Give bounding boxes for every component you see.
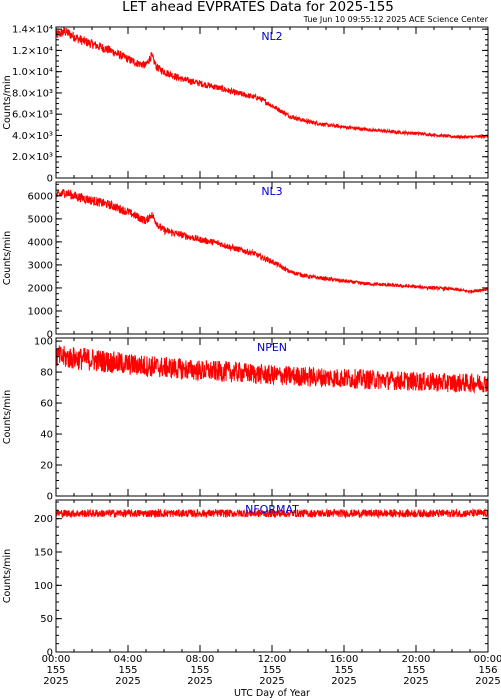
y-tick-label: 6000: [28, 191, 53, 202]
x-tick-label: 20:00: [402, 654, 431, 665]
y-axis-title: Counts/min: [2, 390, 13, 444]
y-tick-label: 0: [47, 174, 53, 185]
x-tick-label: 08:00: [186, 654, 215, 665]
panel-label: NL3: [261, 185, 282, 198]
y-axis-title: Counts/min: [2, 549, 13, 603]
y-tick-label: 50: [40, 614, 53, 625]
chart-panels: 0 2.0×10³ 4.0×10³ 6.0×10³ 8.0×10³ 1.0×10⁴ 1.2×…: [2, 25, 489, 659]
y-tick-label: 20: [40, 461, 53, 472]
y-tick-label: 150: [34, 548, 53, 559]
y-tick-label: 4.0×10³: [12, 131, 53, 142]
panel-nformat: 0 50 100 150 200 Counts/min NFORMAT: [2, 499, 489, 659]
y-axis-title: Counts/min: [2, 75, 13, 129]
y-tick-label: 200: [34, 514, 53, 525]
x-tick-label: 00:00: [42, 654, 71, 665]
x-tick-label: 16:00: [330, 654, 359, 665]
x-tick-label: 155: [118, 665, 137, 676]
series-line-nformat: [55, 507, 489, 520]
plot-frame: [55, 181, 489, 335]
y-tick-label: 60: [40, 399, 53, 410]
x-tick-label: 2025: [331, 676, 356, 687]
y-tick-label: 1.0×10⁴: [12, 67, 53, 78]
y-tick-label: 80: [40, 368, 53, 379]
y-tick-label: 1.2×10⁴: [12, 46, 53, 57]
y-tick-label: 0: [47, 492, 53, 503]
series-line-nl3: [55, 188, 489, 295]
x-tick-label: 2025: [115, 676, 140, 687]
y-tick-label: 6.0×10³: [12, 110, 53, 121]
x-tick-label: 155: [262, 665, 281, 676]
y-tick-label: 1.4×10⁴: [12, 25, 53, 36]
series-line-npen: [55, 345, 489, 394]
panel-nl2: 0 2.0×10³ 4.0×10³ 6.0×10³ 8.0×10³ 1.0×10⁴ 1.2×…: [2, 25, 489, 185]
panel-label: NFORMAT: [245, 503, 299, 516]
x-axis-title: UTC Day of Year: [234, 688, 310, 699]
y-tick-label: 4000: [28, 237, 53, 248]
y-tick-label: 2.0×10³: [12, 152, 53, 163]
x-tick-label: 155: [46, 665, 65, 676]
chart-title: LET ahead EVPRATES Data for 2025-155: [122, 0, 394, 15]
x-tick-label: 156: [478, 665, 497, 676]
plot-frame: [55, 26, 489, 179]
x-tick-label: 12:00: [258, 654, 287, 665]
x-tick-label: 155: [406, 665, 425, 676]
x-tick-label: 2025: [475, 676, 500, 687]
y-tick-label: 0: [47, 648, 53, 659]
x-tick-label: 2025: [187, 676, 212, 687]
y-tick-label: 100: [34, 337, 53, 348]
panel-label: NL2: [261, 30, 282, 43]
y-tick-label: 8.0×10³: [12, 88, 53, 99]
x-tick-label: 00:00: [474, 654, 501, 665]
plot-frame: [55, 499, 489, 653]
y-tick-label: 1000: [28, 306, 53, 317]
y-tick-label: 100: [34, 581, 53, 592]
y-tick-label: 40: [40, 430, 53, 441]
chart-subtitle: Tue Jun 10 09:55:12 2025 ACE Science Cen…: [303, 15, 489, 24]
y-axis-title: Counts/min: [2, 231, 13, 285]
x-tick-label: 155: [190, 665, 209, 676]
x-tick-label: 2025: [43, 676, 68, 687]
panel-nl3: 0 1000 2000 3000 4000 5000 6000 Counts/min NL3: [2, 181, 489, 341]
x-tick-label: 2025: [259, 676, 284, 687]
y-tick-label: 2000: [28, 283, 53, 294]
x-axis-labels: 00:00155202504:00155202508:00155202512:0…: [42, 654, 501, 687]
x-tick-label: 04:00: [114, 654, 143, 665]
y-tick-label: 3000: [28, 260, 53, 271]
panel-npen: 0 20 40 60 80 100 Counts/min NPEN: [2, 337, 489, 503]
y-tick-label: 0: [47, 330, 53, 341]
x-tick-label: 155: [334, 665, 353, 676]
x-tick-label: 2025: [403, 676, 428, 687]
series-line-nl2: [55, 27, 489, 140]
panel-label: NPEN: [257, 341, 287, 354]
y-tick-label: 5000: [28, 214, 53, 225]
